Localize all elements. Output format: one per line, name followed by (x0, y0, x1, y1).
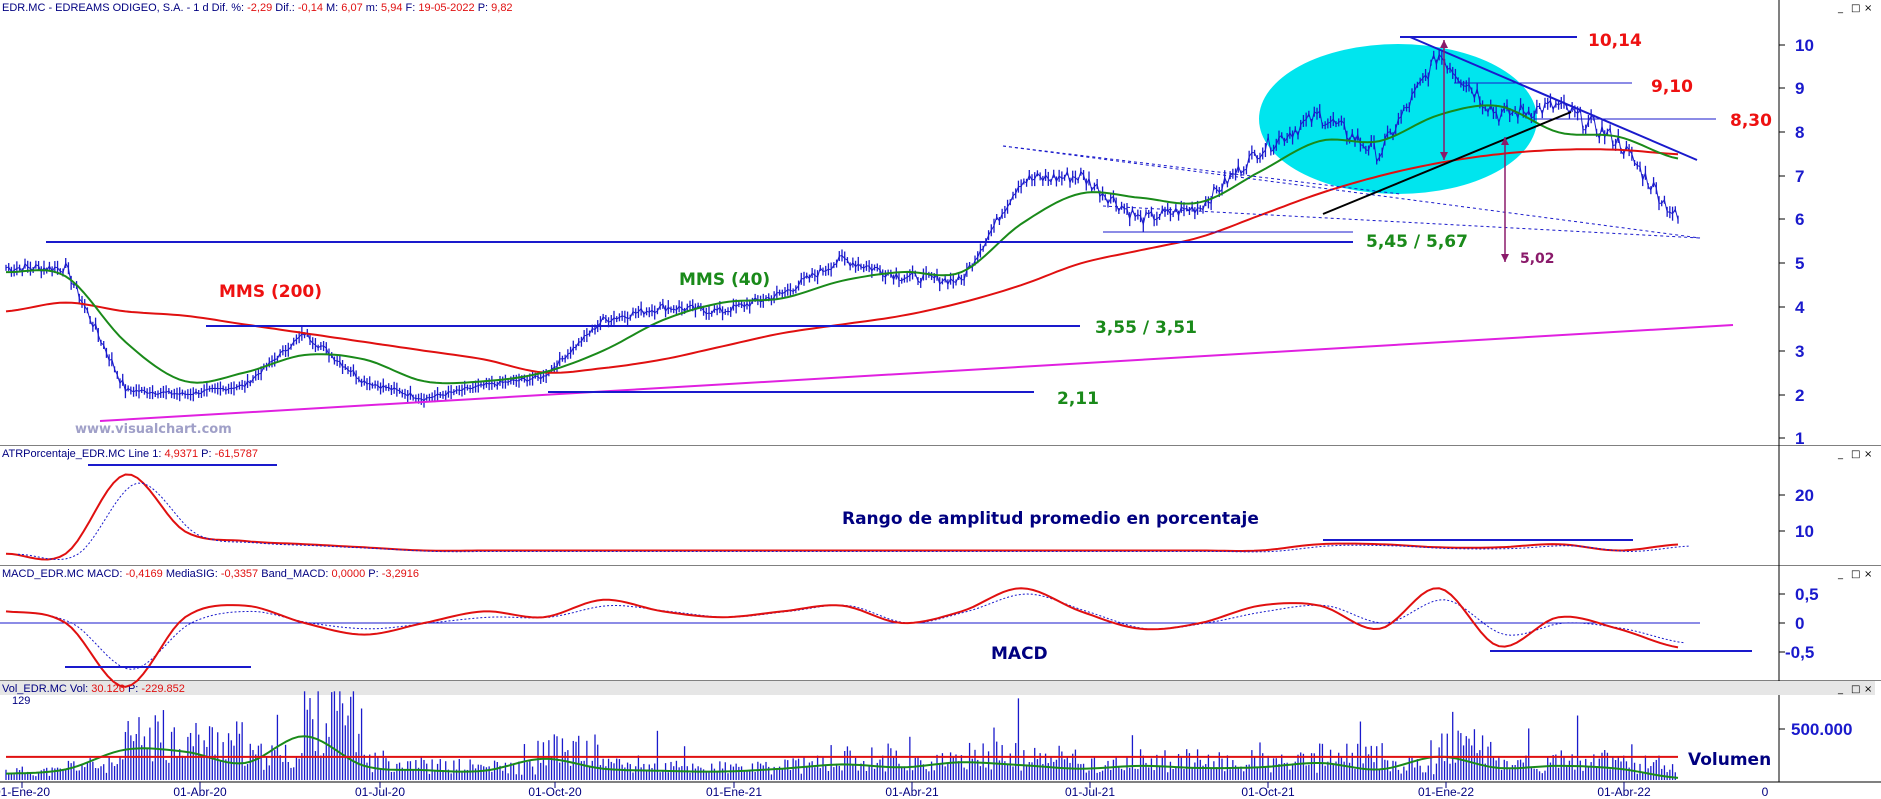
x-axis-end-label: 0 (1762, 785, 1769, 799)
price-y-tick: 3 (1795, 342, 1804, 361)
x-tick-label: 01-Jul-20 (355, 785, 405, 799)
measure-arrow-target (1501, 137, 1509, 262)
x-tick-label: 01-Ene-20 (0, 785, 50, 799)
long-term-trendline (99, 324, 1734, 422)
price-line (5, 53, 1679, 402)
window-max-button[interactable]: □ (1851, 449, 1860, 460)
x-tick-label: 01-Abr-22 (1597, 785, 1651, 799)
price-panel: _ □ × (0, 0, 1881, 447)
window-max-button[interactable]: □ (1851, 569, 1860, 580)
measure-arrow-top (1440, 40, 1448, 160)
price-y-tick: 8 (1795, 123, 1804, 142)
watermark: www.visualchart.com (75, 422, 232, 437)
x-tick-label: 01-Abr-21 (885, 785, 939, 799)
macd-line (5, 587, 1679, 688)
volume-y-tick: 500.000 (1791, 720, 1852, 739)
level-355-label: 3,55 / 3,51 (1095, 318, 1197, 338)
level-545-label: 5,45 / 5,67 (1366, 232, 1468, 252)
window-close-button[interactable]: × (1864, 3, 1872, 14)
atr-line (5, 473, 1679, 561)
atr-y-tick: 10 (1795, 522, 1814, 541)
window-min-button[interactable]: _ (1837, 569, 1844, 580)
x-tick-label: 01-Jul-21 (1065, 785, 1115, 799)
window-min-button[interactable]: _ (1837, 684, 1844, 695)
macd-title: MACD (991, 644, 1048, 664)
atr-y-tick: 20 (1795, 486, 1814, 505)
x-tick-label: 01-Ene-22 (1418, 785, 1474, 799)
price-y-tick: 9 (1795, 79, 1804, 98)
window-min-button[interactable]: _ (1837, 3, 1844, 14)
volume-header: Vol_EDR.MC Vol: 30.126 P: -229.852 (2, 683, 185, 695)
window-max-button[interactable]: □ (1851, 684, 1860, 695)
window-close-button[interactable]: × (1864, 684, 1872, 695)
level-830-label: 8,30 (1730, 111, 1772, 131)
price-header: EDR.MC - EDREAMS ODIGEO, S.A. - 1 d Dif.… (2, 2, 513, 14)
price-y-tick: 1 (1795, 429, 1804, 448)
x-tick-label: 01-Oct-20 (528, 785, 582, 799)
atr-header: ATRPorcentaje_EDR.MC Line 1: 4,9371 P: -… (2, 448, 258, 460)
mms200-line (5, 148, 1679, 374)
mms200-label: MMS (200) (219, 282, 322, 302)
downtrend-line (1409, 36, 1698, 161)
price-y-tick: 10 (1795, 36, 1814, 55)
macd-y-tick: 0 (1795, 614, 1804, 633)
level-502-label: 5,02 (1520, 251, 1555, 267)
uptrend-line (1322, 111, 1572, 215)
price-y-tick: 5 (1795, 254, 1804, 273)
price-y-tick: 4 (1795, 298, 1805, 317)
level-1014-label: 10,14 (1588, 31, 1642, 51)
channel-mid-dashed (1002, 145, 1401, 195)
volume-sub-label: 129 (12, 695, 30, 707)
x-tick-label: 01-Abr-20 (173, 785, 227, 799)
price-y-tick: 6 (1795, 210, 1804, 229)
atr-avg-line (17, 482, 1691, 561)
channel-lower-dashed (1102, 205, 1701, 239)
x-tick-label: 01-Ene-21 (706, 785, 762, 799)
atr-title: Rango de amplitud promedio en porcentaje (842, 509, 1259, 529)
volume-title: Volumen (1688, 750, 1771, 770)
volume-avg-green (5, 735, 1679, 779)
x-tick-label: 01-Oct-21 (1241, 785, 1295, 799)
macd-y-tick: 0,5 (1795, 585, 1819, 604)
window-close-button[interactable]: × (1864, 449, 1872, 460)
mms40-label: MMS (40) (679, 270, 770, 290)
macd-header: MACD_EDR.MC MACD: -0,4169 MediaSIG: -0,3… (2, 568, 419, 580)
window-close-button[interactable]: × (1864, 569, 1872, 580)
level-211-label: 2,11 (1057, 389, 1099, 409)
level-910-label: 9,10 (1651, 77, 1693, 97)
window-max-button[interactable]: □ (1851, 3, 1860, 14)
window-min-button[interactable]: _ (1837, 449, 1844, 460)
price-y-tick: 2 (1795, 386, 1804, 405)
mms40-line (6, 104, 1679, 385)
price-y-tick: 7 (1795, 167, 1804, 186)
macd-y-tick: -0,5 (1785, 643, 1814, 662)
